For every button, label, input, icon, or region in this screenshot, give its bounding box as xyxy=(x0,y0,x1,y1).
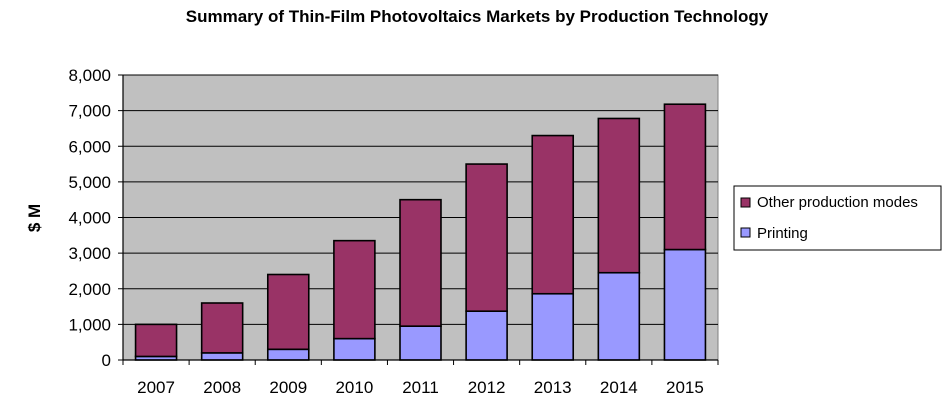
y-tick-label: 7,000 xyxy=(68,102,111,121)
x-axis-ticks: 2007 2008 2009 2010 2011 2012 2013 2014 2015 xyxy=(122,360,719,397)
y-tick-label: 4,000 xyxy=(68,209,111,228)
chart-title: Summary of Thin-Film Photovoltaics Marke… xyxy=(186,7,769,26)
bar-other-2009 xyxy=(266,273,310,351)
legend-box xyxy=(733,185,942,251)
x-tick-label: 2007 xyxy=(137,378,175,397)
bar-other-2012 xyxy=(465,163,508,312)
x-tick-label: 2010 xyxy=(335,378,373,397)
y-tick-label: 0 xyxy=(102,351,111,370)
x-tick-label: 2014 xyxy=(600,378,638,397)
bar-other-2014 xyxy=(597,117,641,274)
legend: Other production modes Printing xyxy=(733,185,942,251)
y-axis-ticks: 0 1,000 2,000 3,000 4,000 5,000 6,000 7,000 8,00… xyxy=(68,66,123,370)
y-tick-label: 8,000 xyxy=(68,66,111,85)
bar-other-2013 xyxy=(531,134,575,295)
bar-printing-2008 xyxy=(200,352,244,361)
bar-printing-2014 xyxy=(597,271,641,361)
x-tick-label: 2015 xyxy=(666,378,704,397)
bar-other-2015 xyxy=(663,103,707,251)
bar-other-2007 xyxy=(134,323,178,358)
x-tick-label: 2011 xyxy=(402,378,439,397)
bar-printing-2015 xyxy=(663,248,707,361)
legend-label-other: Other production modes xyxy=(757,194,918,211)
x-tick-label: 2009 xyxy=(269,378,307,397)
y-axis-label: $ M xyxy=(25,204,44,232)
bar-printing-2009 xyxy=(266,348,310,361)
bars xyxy=(134,103,707,361)
y-tick-label: 1,000 xyxy=(68,315,111,334)
bar-printing-2013 xyxy=(531,292,575,361)
y-tick-label: 6,000 xyxy=(68,137,111,156)
x-tick-label: 2013 xyxy=(534,378,572,397)
bar-other-2010 xyxy=(333,239,376,340)
legend-swatch-other xyxy=(740,197,751,208)
bar-other-2011 xyxy=(399,198,442,327)
y-tick-label: 5,000 xyxy=(68,173,111,192)
x-tick-label: 2012 xyxy=(468,378,506,397)
x-tick-label: 2008 xyxy=(203,378,241,397)
y-tick-label: 2,000 xyxy=(68,280,111,299)
bar-printing-2010 xyxy=(333,337,376,361)
legend-swatch-printing xyxy=(740,227,751,238)
legend-label-printing: Printing xyxy=(757,225,808,242)
bar-printing-2011 xyxy=(399,325,442,361)
y-tick-label: 3,000 xyxy=(68,244,111,263)
bar-printing-2012 xyxy=(465,310,508,361)
bar-other-2008 xyxy=(200,302,244,354)
